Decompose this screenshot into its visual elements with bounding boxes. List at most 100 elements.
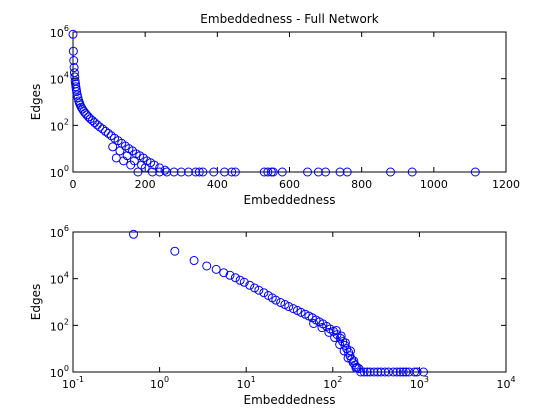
x-tick-label-exponent: 3 bbox=[424, 375, 429, 384]
y-tick-label-base: 10 bbox=[50, 167, 64, 180]
x-tick-label: 102 bbox=[323, 375, 342, 391]
data-point bbox=[68, 29, 78, 39]
x-tick-label-base: 10 bbox=[150, 378, 164, 391]
x-tick-label: 1000 bbox=[420, 178, 448, 191]
data-point bbox=[155, 163, 165, 173]
series-points bbox=[68, 29, 480, 177]
y-tick-label-base: 10 bbox=[50, 274, 64, 287]
data-point bbox=[250, 283, 260, 293]
data-point bbox=[313, 167, 323, 177]
data-point bbox=[129, 229, 139, 239]
data-point bbox=[70, 76, 80, 86]
data-point bbox=[410, 367, 420, 377]
y-axis-label: Edges bbox=[29, 284, 43, 320]
x-tick-label: 200 bbox=[135, 178, 156, 191]
data-point bbox=[254, 285, 264, 295]
data-point bbox=[191, 167, 201, 177]
data-point bbox=[219, 268, 229, 278]
data-point bbox=[388, 367, 398, 377]
x-tick-label: 10-1 bbox=[62, 375, 84, 391]
data-point bbox=[149, 160, 159, 170]
x-tick-label-exponent: 0 bbox=[164, 375, 169, 384]
y-tick-label-exponent: 0 bbox=[64, 364, 69, 373]
data-point bbox=[470, 167, 480, 177]
data-point bbox=[336, 331, 346, 341]
x-tick-label-exponent: 2 bbox=[337, 375, 342, 384]
data-point bbox=[95, 122, 105, 132]
data-point bbox=[359, 367, 369, 377]
data-point bbox=[259, 288, 269, 298]
data-point bbox=[303, 167, 313, 177]
x-tick-label: 1200 bbox=[492, 178, 520, 191]
data-point bbox=[392, 367, 402, 377]
y-tick-label-exponent: 2 bbox=[64, 317, 69, 326]
x-tick-label: 104 bbox=[496, 375, 515, 391]
data-point bbox=[133, 167, 143, 177]
data-point bbox=[296, 307, 306, 317]
data-point bbox=[170, 246, 180, 256]
y-tick-label: 106 bbox=[50, 24, 69, 40]
data-point bbox=[69, 63, 79, 73]
y-tick-label: 102 bbox=[50, 117, 69, 133]
data-point bbox=[407, 167, 417, 177]
data-point bbox=[356, 367, 366, 377]
data-point bbox=[345, 346, 355, 356]
data-point bbox=[239, 277, 249, 287]
data-point bbox=[209, 167, 219, 177]
plot-area bbox=[72, 31, 507, 173]
data-point bbox=[194, 167, 204, 177]
y-tick-label-base: 10 bbox=[50, 120, 64, 133]
x-axis-label: Embeddedness bbox=[244, 393, 336, 407]
data-point bbox=[70, 72, 80, 82]
plot-area bbox=[72, 231, 507, 373]
y-tick-label-exponent: 4 bbox=[64, 71, 69, 80]
data-point bbox=[98, 124, 108, 134]
x-tick-label-base: 10 bbox=[410, 378, 424, 391]
data-point bbox=[202, 261, 212, 271]
data-point bbox=[230, 273, 240, 283]
bottom-panel: 10-1 100 101 102 103 104100102104106Embeddedn… bbox=[29, 224, 516, 407]
data-point bbox=[147, 167, 157, 177]
y-tick-label: 100 bbox=[50, 364, 69, 380]
y-tick-label-exponent: 6 bbox=[64, 24, 69, 33]
data-point bbox=[373, 367, 383, 377]
data-point bbox=[335, 167, 345, 177]
data-point bbox=[263, 167, 273, 177]
x-tick-label-exponent: 1 bbox=[251, 375, 256, 384]
data-point bbox=[169, 167, 179, 177]
data-point bbox=[119, 156, 129, 166]
data-point bbox=[401, 367, 411, 377]
data-point bbox=[284, 302, 294, 312]
data-point bbox=[330, 333, 340, 343]
y-axis-label: Edges bbox=[29, 84, 43, 120]
data-point bbox=[395, 367, 405, 377]
data-point bbox=[103, 128, 113, 138]
y-tick-label-exponent: 2 bbox=[64, 117, 69, 126]
x-tick-label: 100 bbox=[150, 375, 169, 391]
x-tick-label: 600 bbox=[279, 178, 300, 191]
x-tick-label-exponent: -1 bbox=[76, 375, 84, 384]
data-point bbox=[277, 167, 287, 177]
data-point bbox=[220, 167, 230, 177]
data-point bbox=[69, 56, 79, 66]
x-tick-label: 101 bbox=[237, 375, 256, 391]
data-point bbox=[155, 167, 165, 177]
data-point bbox=[106, 131, 116, 141]
data-point bbox=[245, 280, 255, 290]
data-point bbox=[230, 167, 240, 177]
x-tick-label-base: 10 bbox=[496, 378, 510, 391]
series-points bbox=[129, 229, 428, 377]
x-tick-label-base: 10 bbox=[237, 378, 251, 391]
data-point bbox=[362, 367, 372, 377]
y-tick-label-exponent: 6 bbox=[64, 224, 69, 233]
y-tick-label: 106 bbox=[50, 224, 69, 240]
top-panel: 0 200 400 600 800 1000 1200100102104106Embedde… bbox=[29, 12, 520, 207]
data-point bbox=[225, 270, 235, 280]
y-tick-label-base: 10 bbox=[50, 74, 64, 87]
y-tick-label: 104 bbox=[50, 271, 69, 287]
data-point bbox=[309, 318, 319, 328]
data-point bbox=[235, 275, 245, 285]
y-tick-label-base: 10 bbox=[50, 367, 64, 380]
x-tick-label: 103 bbox=[410, 375, 429, 391]
